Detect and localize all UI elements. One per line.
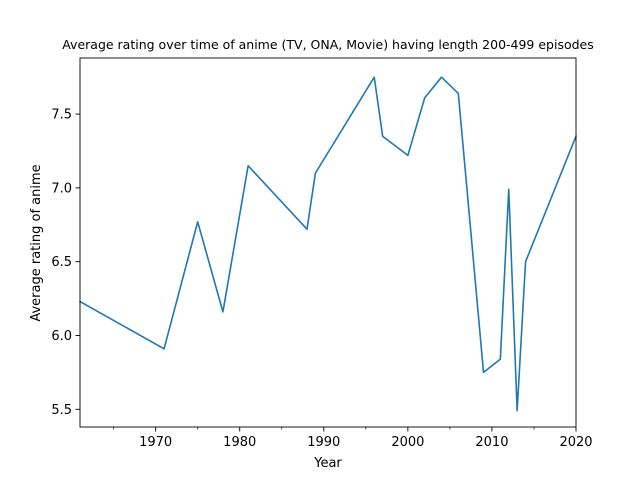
- x-tick-label: 2000: [391, 435, 424, 450]
- x-tick-label: 1970: [139, 435, 172, 450]
- x-axis-label: Year: [313, 456, 342, 471]
- y-tick-label: 7.5: [51, 108, 72, 123]
- y-tick-label: 7.0: [51, 181, 72, 196]
- x-tick-label: 1980: [223, 435, 256, 450]
- x-tick-label: 2010: [475, 435, 508, 450]
- x-tick-label: 1990: [307, 435, 340, 450]
- plot-frame: [79, 57, 577, 428]
- series-line-1: [78, 76, 578, 412]
- y-tick-label: 5.5: [51, 403, 72, 418]
- chart-title: Average rating over time of anime (TV, O…: [62, 37, 594, 52]
- y-axis-label: Average rating of anime: [29, 164, 44, 321]
- plot-area: 1970 1980 1990 2000 2010 2020 5.5 6.0 6.5 7.0 7.5: [51, 57, 593, 450]
- y-tick-label: 6.5: [51, 255, 72, 270]
- x-tick-label: 2020: [559, 435, 592, 450]
- y-tick-label: 6.0: [51, 329, 72, 344]
